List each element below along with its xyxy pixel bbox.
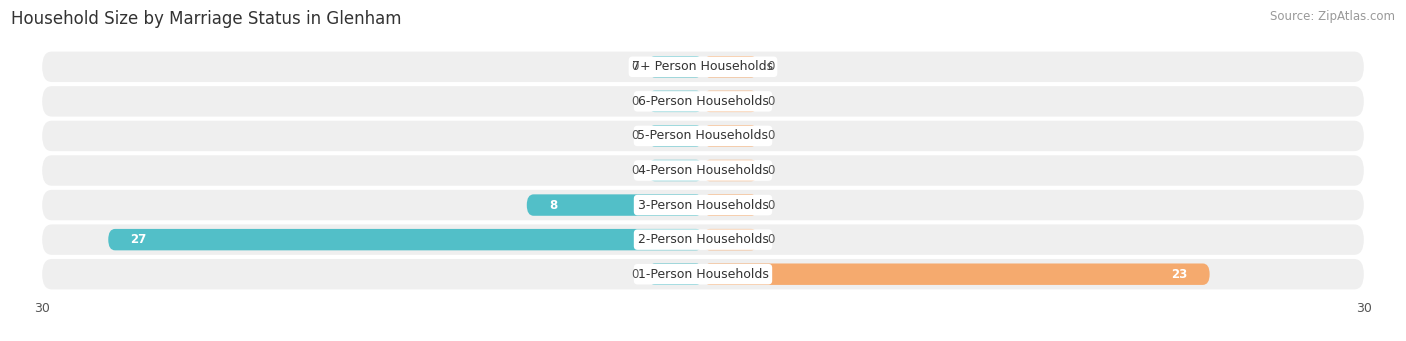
Text: 3-Person Households: 3-Person Households bbox=[637, 198, 769, 211]
Text: Household Size by Marriage Status in Glenham: Household Size by Marriage Status in Gle… bbox=[11, 10, 402, 28]
Text: 0: 0 bbox=[766, 95, 775, 108]
FancyBboxPatch shape bbox=[648, 160, 703, 181]
Text: 23: 23 bbox=[1171, 268, 1188, 281]
FancyBboxPatch shape bbox=[703, 56, 758, 77]
Text: 2-Person Households: 2-Person Households bbox=[637, 233, 769, 246]
Legend: Family, Nonfamily: Family, Nonfamily bbox=[616, 338, 790, 341]
FancyBboxPatch shape bbox=[42, 224, 1364, 255]
FancyBboxPatch shape bbox=[527, 194, 703, 216]
FancyBboxPatch shape bbox=[648, 125, 703, 147]
FancyBboxPatch shape bbox=[703, 91, 758, 112]
Text: 6-Person Households: 6-Person Households bbox=[637, 95, 769, 108]
FancyBboxPatch shape bbox=[703, 194, 758, 216]
Text: Source: ZipAtlas.com: Source: ZipAtlas.com bbox=[1270, 10, 1395, 23]
Text: 0: 0 bbox=[631, 95, 640, 108]
FancyBboxPatch shape bbox=[703, 264, 1209, 285]
FancyBboxPatch shape bbox=[42, 155, 1364, 186]
FancyBboxPatch shape bbox=[42, 86, 1364, 117]
Text: 0: 0 bbox=[766, 60, 775, 73]
FancyBboxPatch shape bbox=[42, 51, 1364, 82]
FancyBboxPatch shape bbox=[42, 190, 1364, 220]
Text: 0: 0 bbox=[766, 198, 775, 211]
Text: 0: 0 bbox=[766, 130, 775, 143]
FancyBboxPatch shape bbox=[703, 160, 758, 181]
Text: 0: 0 bbox=[631, 130, 640, 143]
FancyBboxPatch shape bbox=[703, 229, 758, 250]
Text: 0: 0 bbox=[631, 268, 640, 281]
FancyBboxPatch shape bbox=[42, 121, 1364, 151]
FancyBboxPatch shape bbox=[42, 259, 1364, 290]
Text: 0: 0 bbox=[766, 164, 775, 177]
Text: 0: 0 bbox=[766, 233, 775, 246]
Text: 0: 0 bbox=[631, 60, 640, 73]
FancyBboxPatch shape bbox=[648, 91, 703, 112]
Text: 5-Person Households: 5-Person Households bbox=[637, 130, 769, 143]
FancyBboxPatch shape bbox=[108, 229, 703, 250]
Text: 27: 27 bbox=[131, 233, 146, 246]
Text: 7+ Person Households: 7+ Person Households bbox=[633, 60, 773, 73]
Text: 1-Person Households: 1-Person Households bbox=[637, 268, 769, 281]
Text: 8: 8 bbox=[548, 198, 557, 211]
FancyBboxPatch shape bbox=[648, 264, 703, 285]
Text: 4-Person Households: 4-Person Households bbox=[637, 164, 769, 177]
FancyBboxPatch shape bbox=[648, 56, 703, 77]
Text: 0: 0 bbox=[631, 164, 640, 177]
FancyBboxPatch shape bbox=[703, 125, 758, 147]
